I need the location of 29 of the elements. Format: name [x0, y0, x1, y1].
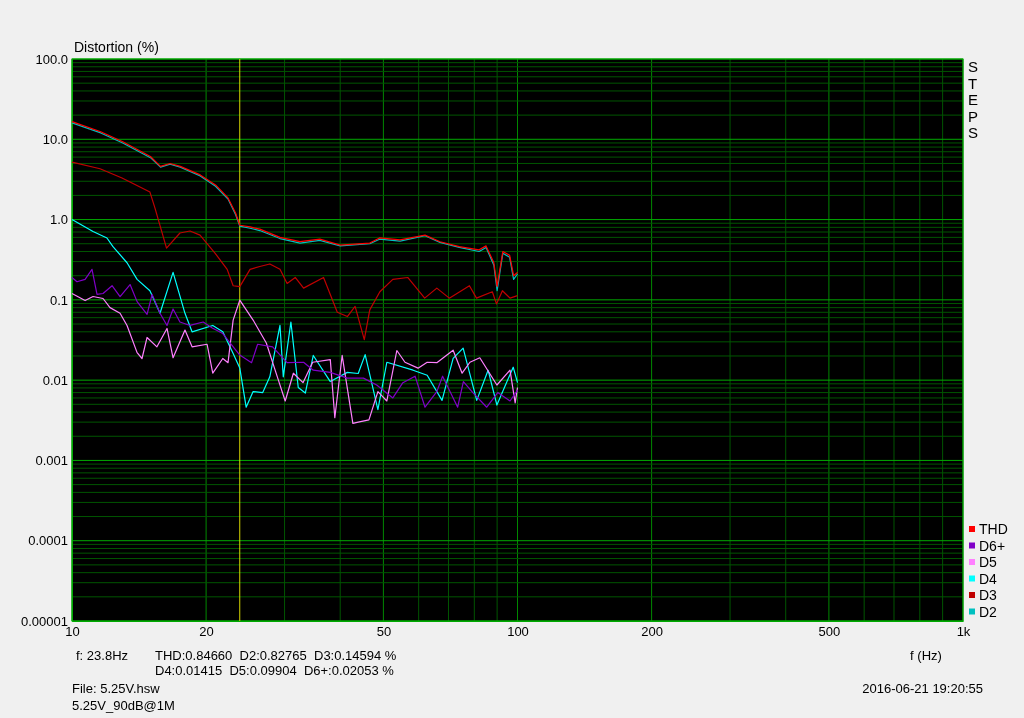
x-tick-label: 20: [199, 624, 214, 640]
y-tick-label: 0.001: [35, 453, 68, 469]
x-tick-label: 200: [641, 624, 663, 640]
text: File: 5.25V.hsw: [72, 681, 161, 696]
legend-label: D5: [979, 554, 998, 570]
x-tick-label: 500: [818, 624, 841, 640]
text: 2016-06-21 19:20:55: [862, 681, 983, 696]
y-tick-label: 0.0001: [28, 533, 68, 549]
text: D4:0.01415 D5:0.09904 D6+:0.02053 %: [155, 663, 395, 678]
x-tick-label: 10: [65, 624, 80, 640]
text: f: 23.8Hz: [76, 648, 129, 663]
y-tick-label: 1.0: [49, 212, 68, 228]
y-tick-label: 0.01: [42, 372, 68, 388]
legend-label: D3: [979, 587, 998, 603]
text: THD:0.84660 D2:0.82765 D3:0.14594 %: [155, 648, 397, 663]
legend-label: D4: [979, 570, 998, 587]
legend-label: D6+: [979, 537, 1006, 554]
x-tick-label: 1k: [956, 624, 971, 640]
text: STEPS: [968, 58, 979, 141]
text: 5.25V_90dB@1M: [72, 698, 175, 713]
y-tick-label: 10.0: [42, 131, 68, 147]
y-tick-label: 0.1: [49, 292, 68, 308]
y-tick-label: 100.0: [35, 51, 68, 67]
x-tick-label: 50: [376, 624, 392, 640]
legend-label: THD: [979, 521, 1008, 537]
x-axis-title: f (Hz): [910, 648, 942, 663]
y-axis-title: Distortion (%): [74, 39, 159, 55]
legend-label: D2: [979, 603, 998, 620]
x-tick-label: 100: [507, 624, 529, 640]
